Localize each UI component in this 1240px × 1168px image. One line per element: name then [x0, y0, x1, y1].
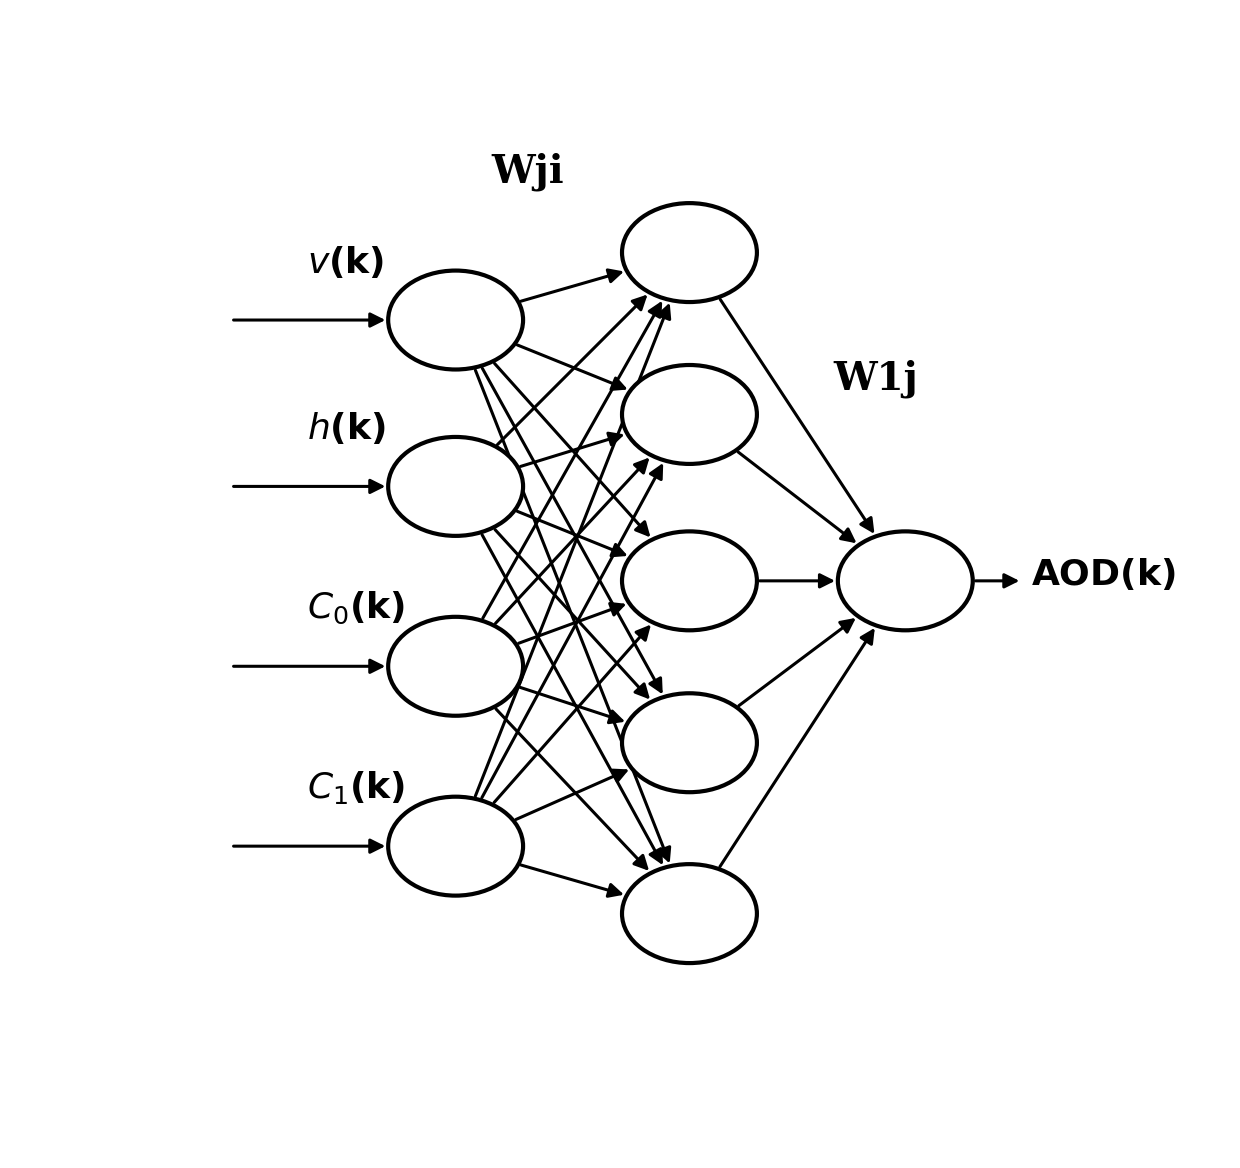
Ellipse shape: [388, 617, 523, 716]
Ellipse shape: [622, 864, 756, 964]
Text: $\mathit{v}$$\bf{(k)}$: $\mathit{v}$$\bf{(k)}$: [308, 244, 384, 279]
Ellipse shape: [838, 531, 972, 631]
Text: $\mathit{h}$$\bf{(k)}$: $\mathit{h}$$\bf{(k)}$: [308, 410, 386, 446]
Ellipse shape: [622, 366, 756, 464]
Text: $\mathit{C}_0$$\bf{(k)}$: $\mathit{C}_0$$\bf{(k)}$: [308, 590, 405, 626]
Ellipse shape: [388, 437, 523, 536]
Ellipse shape: [388, 797, 523, 896]
Ellipse shape: [622, 531, 756, 631]
Text: $C_1$$\bf{(k)}$: $C_1$$\bf{(k)}$: [308, 769, 405, 806]
Text: $\bf{AOD(k)}$: $\bf{AOD(k)}$: [1032, 556, 1176, 592]
Ellipse shape: [622, 694, 756, 792]
Ellipse shape: [388, 271, 523, 369]
Text: Wji: Wji: [491, 152, 564, 190]
Ellipse shape: [622, 203, 756, 303]
Text: W1j: W1j: [833, 360, 918, 398]
